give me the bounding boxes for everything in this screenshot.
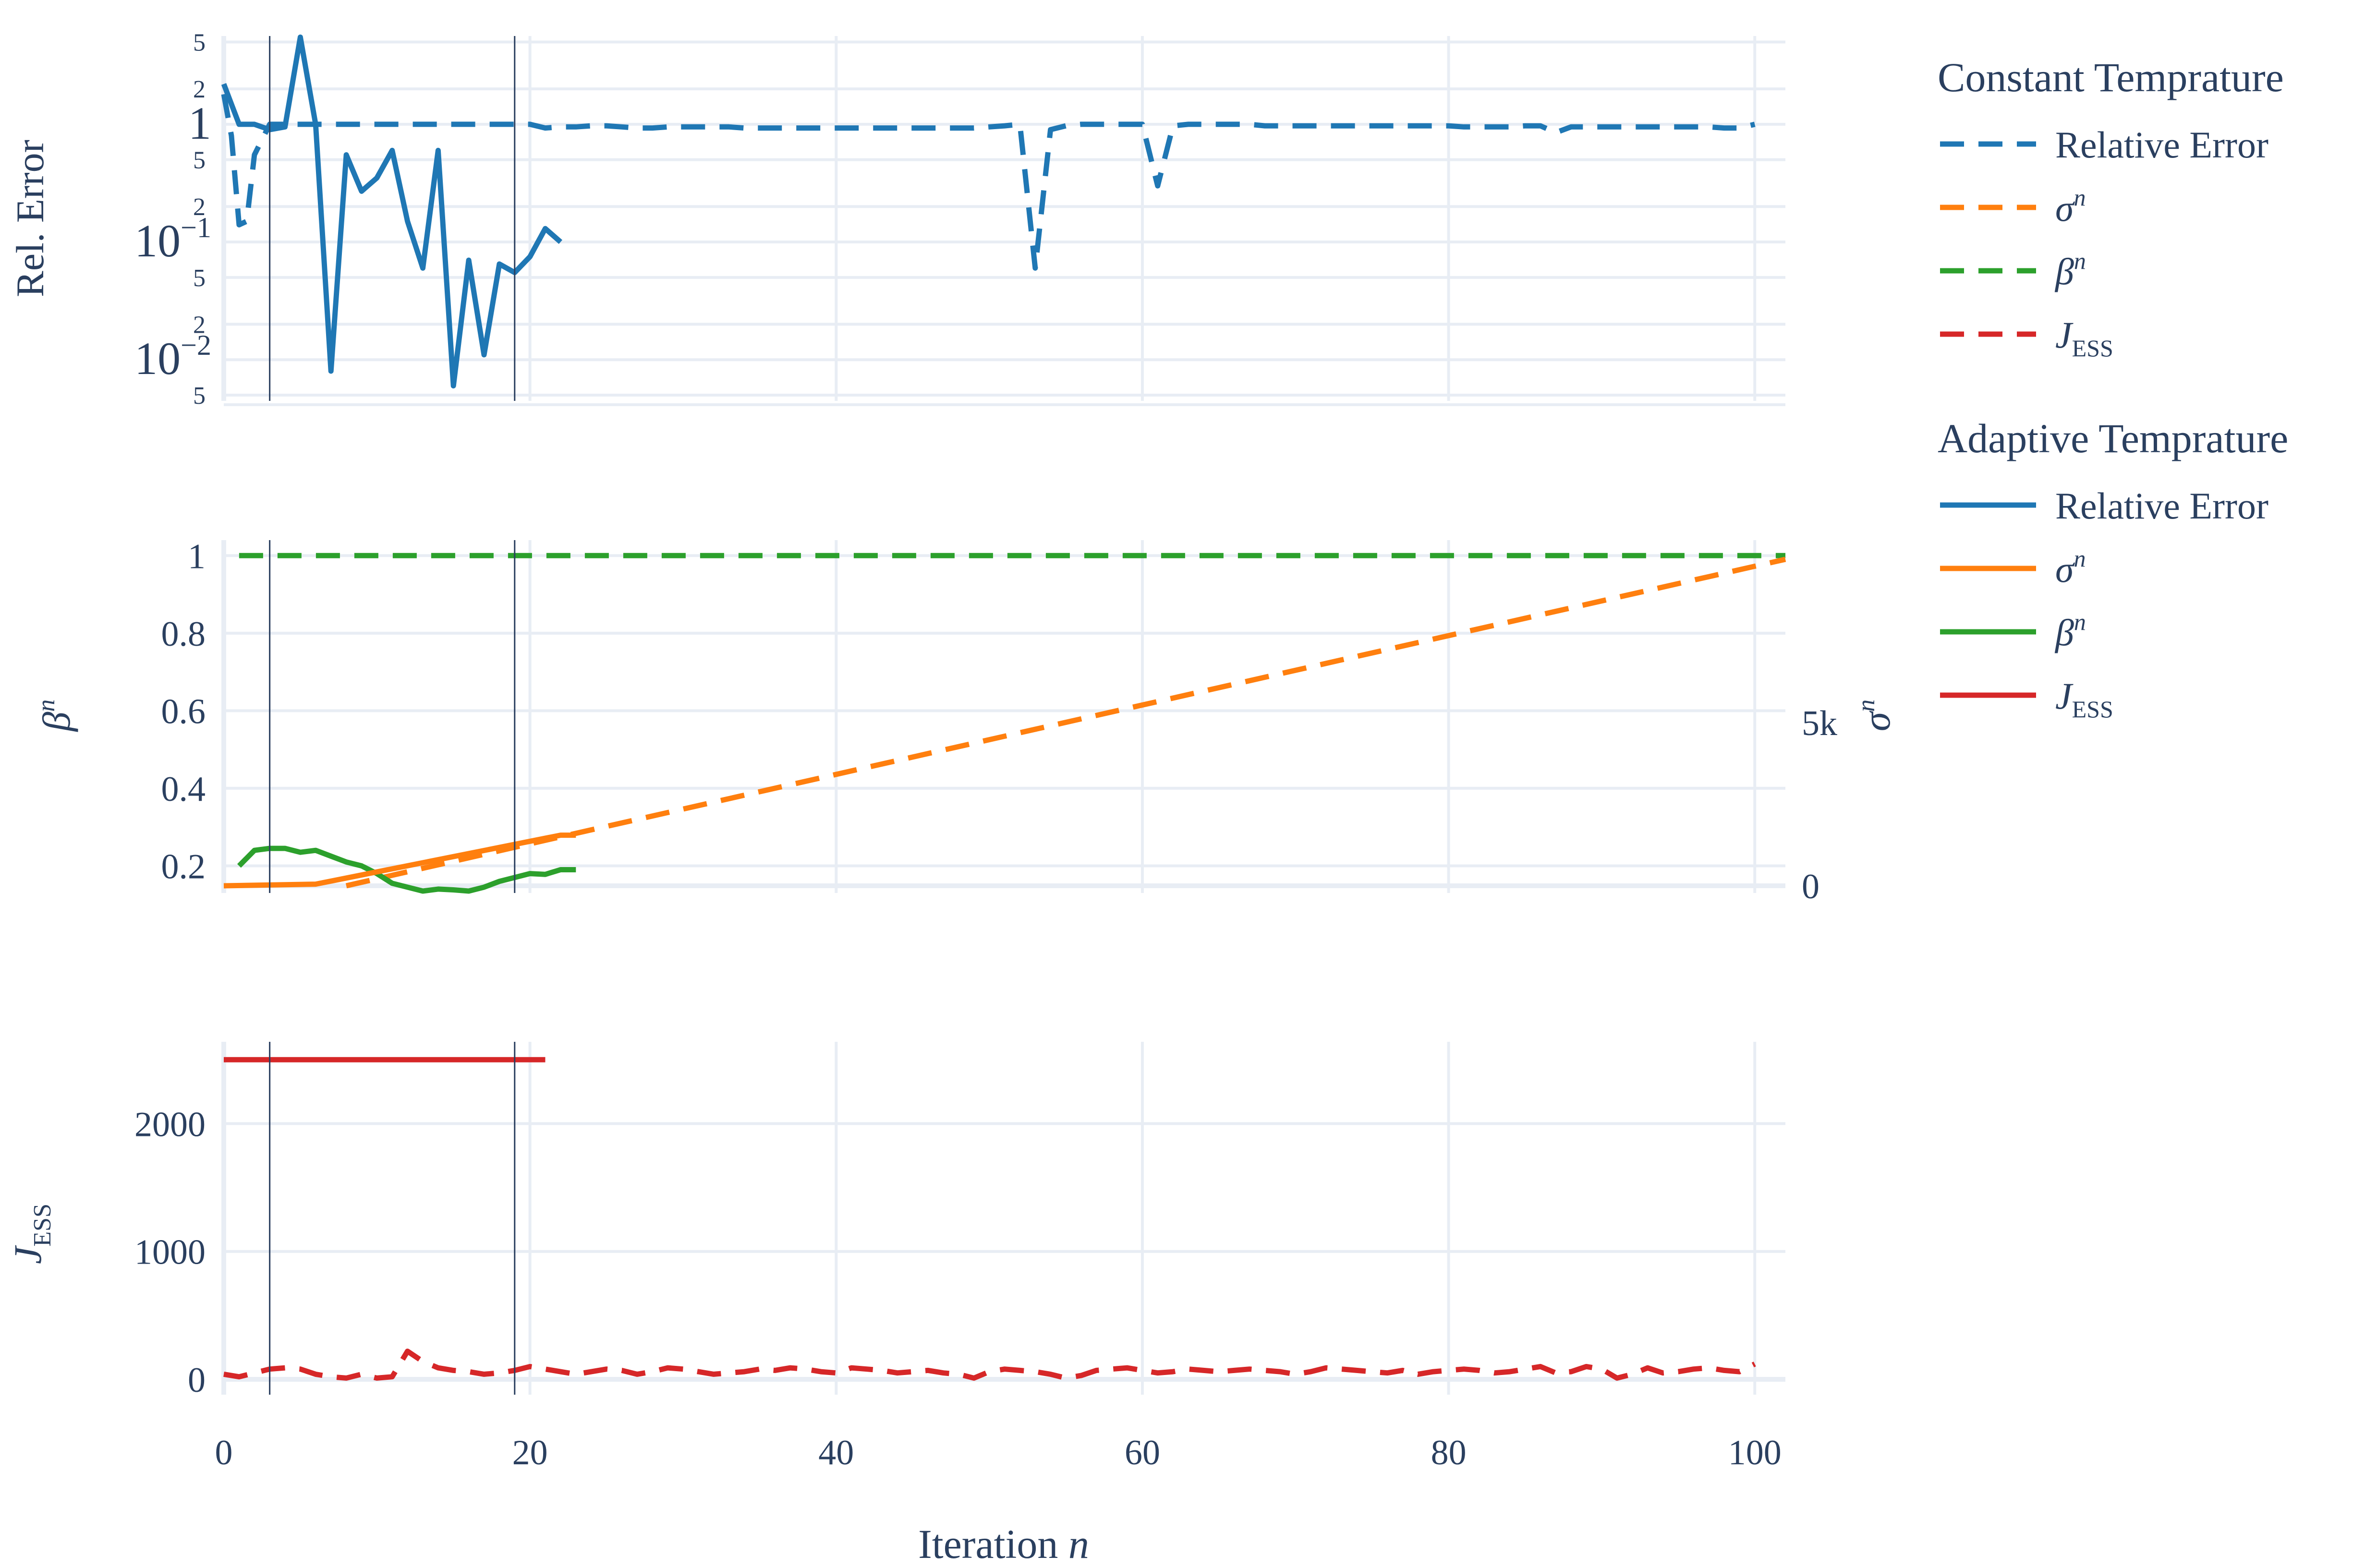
legend-entry-label: βn [2054,247,2086,292]
data-layer [221,34,1786,1381]
legend-entry-base: J [2055,314,2074,356]
bottom-y-tick-label: 0 [188,1361,206,1400]
middle-y2label: σn [1853,700,1898,731]
legend-entry-base: Relative Error [2055,124,2268,166]
x-axis-title-var: n [1068,1521,1089,1567]
middle-y-tick-label: 0.2 [161,847,206,886]
legend-entry-sup: n [2074,545,2086,572]
top-minor-tick-label: 2 [193,311,206,338]
bottom-ylabel-base: J [6,1245,49,1264]
legend-entry-base: σ [2055,548,2075,590]
top-minor-tick-label: 5 [193,265,206,292]
legend-entry-label: σn [2055,545,2086,590]
legend-entry-label: JESS [2055,675,2113,723]
bottom-y-tick-label: 2000 [134,1105,206,1144]
tick-base: 10 [134,333,181,384]
tick-base: 10 [134,215,181,266]
top-minor-tick-label: 5 [193,147,206,174]
bottom-y-tick-label: 1000 [134,1233,206,1272]
x-tick-label: 80 [1431,1433,1467,1472]
legend-entry-label: Relative Error [2055,124,2268,166]
middle-series-adaptive-β [237,845,576,894]
legend-entry-label: σn [2055,184,2086,229]
tick-exponent: −2 [181,329,211,361]
middle-ylabel-base: β [35,712,78,732]
legend-entry-sup: n [2074,247,2086,274]
middle-ylabel-sup: n [33,700,60,712]
legend-entry-base: Relative Error [2055,485,2268,527]
middle-y2label-sup: n [1853,700,1880,712]
bottom-ylabel-sub: ESS [29,1204,56,1247]
bottom-ylabel: JESS [6,1204,56,1264]
middle-y-tick-label: 0.4 [161,770,206,809]
top-major-tick-label: 10−2 [134,329,211,384]
middle-y-tick-label: 0.6 [161,692,206,731]
x-tick-label: 100 [1728,1433,1782,1472]
legend-entry-label: JESS [2055,314,2113,362]
x-tick-label: 20 [512,1433,548,1472]
x-tick-label: 0 [215,1433,233,1472]
middle-y-tick-label: 0.8 [161,615,206,654]
legend-entry-base: J [2055,675,2074,717]
top-minor-tick-label: 2 [193,193,206,221]
legend-group-title: Adaptive Temprature [1938,415,2288,461]
top-ylabel: Rel. Error [8,140,52,297]
top-minor-tick-label: 5 [193,382,206,410]
legend-entry-base: β [2054,251,2074,292]
middle-y2-tick-label: 5k [1802,704,1837,743]
tick-exponent: −1 [181,212,211,243]
legend-entry-label: Relative Error [2055,485,2268,527]
middle-y2-tick-label: 0 [1802,867,1819,906]
x-tick-label: 60 [1125,1433,1160,1472]
middle-y2label-base: σ [1855,710,1898,731]
middle-ylabel: βn [33,700,78,733]
top-minor-tick-label: 2 [193,76,206,103]
top-series-constant-Relative Error [221,94,1756,271]
legend-entry-sup: n [2074,608,2086,635]
x-axis-title-space [1058,1521,1068,1567]
x-tick-label: 40 [818,1433,854,1472]
tick-base: 1 [188,97,211,149]
grid-layer [221,36,1785,1395]
top-major-tick-label: 1 [188,97,211,149]
legend-group-title: Constant Temprature [1938,54,2284,100]
legend-entry-base: β [2054,612,2074,653]
x-axis-title: Iteration n [918,1521,1089,1567]
legend-entry-label: βn [2054,608,2086,653]
bottom-series-constant-J [223,1349,1756,1381]
legend-entry-sub: ESS [2072,335,2113,362]
middle-y-tick-label: 1 [188,537,206,576]
legend-entry-base: σ [2055,187,2075,229]
legend-entry-sup: n [2074,184,2086,211]
legend-entry-sub: ESS [2072,696,2113,723]
middle-series-constant-σ [345,556,1786,889]
middle-series-adaptive-σ [223,832,576,889]
x-axis-title-text: Iteration [918,1521,1058,1567]
top-major-tick-label: 10−1 [134,212,211,266]
top-series-adaptive-Relative Error [221,34,563,389]
axis-layer: 5252525110−110−20.20.40.60.8105k01000200… [134,29,1837,1472]
top-minor-tick-label: 5 [193,29,206,57]
